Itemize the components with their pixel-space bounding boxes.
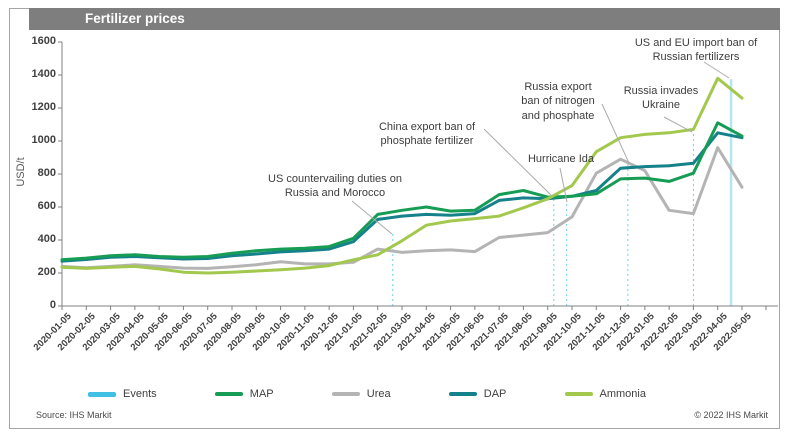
legend-label: Events bbox=[123, 388, 157, 400]
annotation-line: China export ban of bbox=[378, 121, 476, 133]
legend-item-ammonia[interactable]: Ammonia bbox=[564, 388, 646, 400]
annotation-2: Hurricane Ida bbox=[528, 152, 594, 166]
urea-line-swatch-icon bbox=[331, 392, 360, 396]
annotation-line: US and EU import ban of bbox=[634, 37, 758, 49]
legend-label: Urea bbox=[366, 388, 391, 400]
series-line-map bbox=[60, 121, 744, 262]
annotation-line: ban of nitrogen bbox=[521, 95, 595, 108]
annotation-line: Russia export bbox=[524, 81, 592, 93]
y-tick-label: 1000 bbox=[31, 134, 56, 146]
leader-line-5 bbox=[703, 61, 730, 79]
leader-line-3 bbox=[601, 103, 630, 164]
ammonia-line-swatch-icon bbox=[564, 392, 593, 396]
annotation-1: China export ban of phosphate fertilizer bbox=[379, 120, 475, 149]
legend-item-map[interactable]: MAP bbox=[214, 388, 274, 400]
y-tick-label: 600 bbox=[37, 200, 56, 212]
y-tick-label: 200 bbox=[37, 266, 56, 278]
annotation-line: and phosphate bbox=[521, 109, 595, 122]
legend-item-dap[interactable]: DAP bbox=[448, 388, 507, 400]
annotation-line: Russia and Morocco bbox=[284, 187, 386, 200]
annotation-3: Russia export ban of nitrogen and phosphat… bbox=[521, 80, 594, 123]
leader-line-1 bbox=[483, 128, 553, 197]
dap-line-swatch-icon bbox=[448, 392, 477, 396]
copyright-note: © 2022 IHS Markit bbox=[694, 410, 768, 420]
y-tick-label: 1400 bbox=[31, 68, 56, 80]
map-line-swatch-icon bbox=[214, 392, 243, 396]
annotation-line: Russian fertilizers bbox=[652, 51, 740, 64]
legend-label: Ammonia bbox=[599, 388, 646, 400]
source-note: Source: IHS Markit bbox=[36, 410, 112, 420]
y-tick-label: 1600 bbox=[31, 35, 56, 47]
y-tick-label: 0 bbox=[49, 299, 56, 311]
chart-title-bar: Fertilizer prices bbox=[29, 8, 780, 30]
chart-legend: Events MAP Urea DAP Ammonia bbox=[88, 388, 646, 400]
y-tick-label: 400 bbox=[37, 233, 56, 245]
legend-item-events[interactable]: Events bbox=[88, 388, 157, 400]
leader-line-0 bbox=[351, 200, 393, 235]
series-line-ammonia bbox=[60, 76, 744, 275]
series-line-dap bbox=[60, 131, 744, 263]
events-line-swatch-icon bbox=[88, 391, 116, 397]
annotation-line: Russia invades bbox=[623, 85, 699, 97]
leader-line-2 bbox=[559, 167, 568, 203]
annotation-line: Ukraine bbox=[642, 99, 680, 112]
annotation-line: phosphate fertilizer bbox=[380, 135, 474, 148]
chart-title: Fertilizer prices bbox=[85, 11, 185, 26]
legend-item-urea[interactable]: Urea bbox=[331, 388, 391, 400]
annotation-4: Russia invades Ukraine bbox=[624, 84, 699, 113]
y-tick-label: 800 bbox=[37, 167, 56, 179]
annotation-0: US countervailing duties on Russia and Mo… bbox=[268, 172, 402, 201]
legend-label: MAP bbox=[249, 388, 274, 400]
y-tick-label: 1200 bbox=[31, 101, 56, 113]
annotation-line: Hurricane Ida bbox=[527, 153, 595, 165]
legend-label: DAP bbox=[483, 388, 507, 400]
annotation-5: US and EU import ban of Russian fertilize… bbox=[635, 36, 757, 65]
leader-line-4 bbox=[663, 116, 693, 133]
annotation-line: US countervailing duties on bbox=[268, 173, 402, 185]
